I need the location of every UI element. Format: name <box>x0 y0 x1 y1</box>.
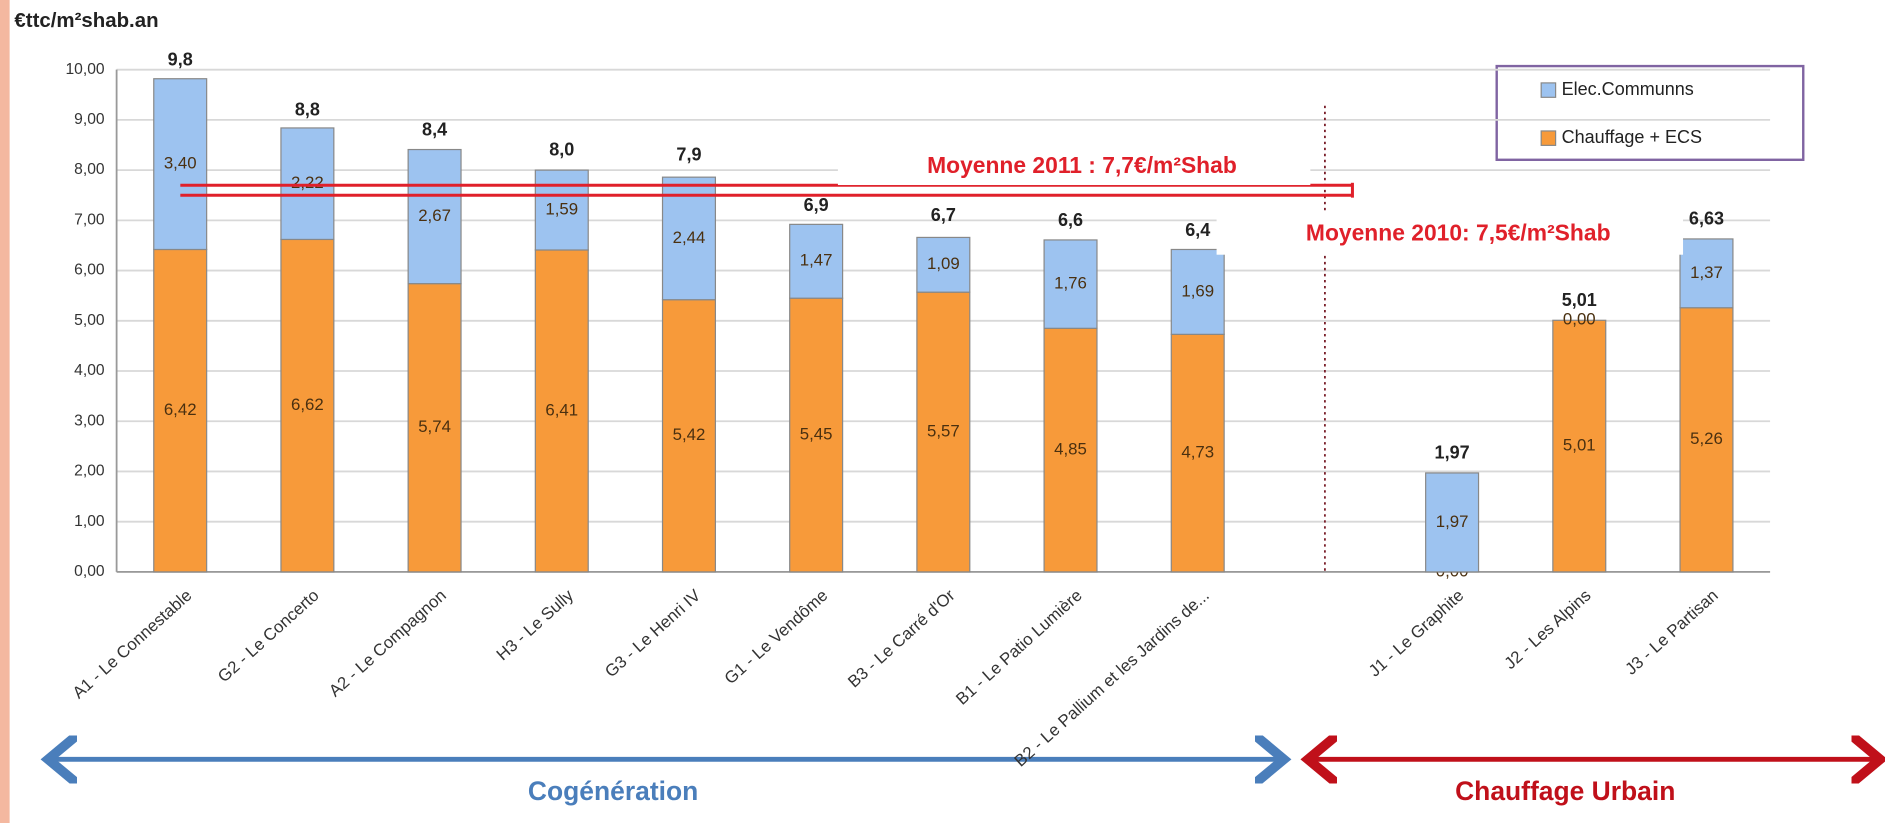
x-tick-label: J2 - Les Alpins <box>1501 586 1595 673</box>
total-label: 6,9 <box>804 195 829 215</box>
annotation-box <box>837 146 1311 186</box>
bar-segment <box>1043 239 1098 329</box>
bar-segment <box>661 176 717 301</box>
bar-segment <box>153 248 208 573</box>
value-label: 5,57 <box>927 421 960 440</box>
y-tick-label: 2,00 <box>74 463 105 480</box>
value-label: 2,67 <box>418 206 451 225</box>
total-label: 1,97 <box>1435 443 1470 463</box>
bar-segment <box>1170 248 1225 335</box>
total-label: 8,0 <box>549 140 574 160</box>
legend-label: Elec.Communns <box>1562 79 1694 99</box>
legend-swatch <box>1540 130 1557 146</box>
bar-segment <box>1552 319 1607 573</box>
x-tick-label: G2 - Le Concerto <box>214 586 323 686</box>
bar-segment <box>1425 472 1480 573</box>
x-tick-label: A1 - Le Connestable <box>69 586 196 703</box>
x-tick-label: A2 - Le Compagnon <box>325 586 450 701</box>
bar-segment <box>661 299 717 573</box>
annotation-box <box>1216 211 1684 255</box>
legend-label: Chauffage + ECS <box>1562 127 1702 147</box>
y-tick-label: 10,00 <box>66 61 105 78</box>
y-tick-label: 0,00 <box>74 563 105 580</box>
y-tick-label: 3,00 <box>74 412 105 429</box>
y-tick-label: 5,00 <box>74 312 105 329</box>
value-label: 1,76 <box>1054 274 1087 293</box>
x-tick-label: B1 - Le Patio Lumière <box>952 586 1086 709</box>
value-label: 5,42 <box>673 425 706 444</box>
value-label: 1,09 <box>927 254 960 273</box>
value-label: 1,37 <box>1690 263 1723 282</box>
total-label: 5,01 <box>1562 290 1597 310</box>
x-tick-label: G1 - Le Vendôme <box>721 586 832 688</box>
bar-segment <box>280 238 335 573</box>
value-label: 2,22 <box>291 173 324 192</box>
total-label: 6,63 <box>1689 208 1724 228</box>
bar-segment <box>407 283 462 573</box>
value-label: 5,01 <box>1563 436 1596 455</box>
y-tick-label: 6,00 <box>74 262 105 279</box>
y-tick-label: 4,00 <box>74 362 105 379</box>
bar-segment <box>1170 333 1225 573</box>
y-tick-label: 7,00 <box>74 211 105 228</box>
legend-swatch <box>1540 82 1557 98</box>
x-tick-label: J3 - Le Partisan <box>1621 586 1721 679</box>
value-label: 6,42 <box>164 400 197 419</box>
value-label: 3,40 <box>164 154 197 173</box>
total-label: 8,8 <box>295 99 320 119</box>
total-label: 8,4 <box>422 120 447 140</box>
bar-segment <box>789 297 844 573</box>
total-label: 6,4 <box>1185 220 1210 240</box>
bar-segment <box>153 78 208 251</box>
y-axis-label: €ttc/m²shab.an <box>14 10 158 32</box>
total-label: 9,8 <box>168 49 193 69</box>
annotation: Moyenne 2010: 7,5€/m²Shab <box>1306 219 1611 245</box>
value-label: 5,45 <box>800 424 833 443</box>
total-label: 6,6 <box>1058 210 1083 230</box>
group-label: Cogénération <box>528 776 698 806</box>
x-tick-label: J1 - Le Graphite <box>1365 586 1467 681</box>
bar-segment <box>1043 327 1098 573</box>
bar-segment <box>916 236 971 293</box>
value-label: 1,59 <box>545 199 578 218</box>
value-label: 5,26 <box>1690 429 1723 448</box>
bar-segment <box>1679 307 1734 573</box>
annotation: Moyenne 2011 : 7,7€/m²Shab <box>927 152 1237 178</box>
value-label: 1,69 <box>1181 281 1214 300</box>
bar-segment <box>916 291 971 573</box>
value-label: 4,85 <box>1054 440 1087 459</box>
bar-segment <box>1679 238 1734 309</box>
total-label: 6,7 <box>931 205 956 225</box>
value-label: 0,00 <box>1563 310 1596 329</box>
bar-segment <box>280 127 335 241</box>
x-tick-label: H3 - Le Sully <box>493 585 578 664</box>
value-label: 1,97 <box>1436 512 1469 531</box>
x-tick-label: G3 - Le Henri IV <box>601 585 705 681</box>
group-label: Chauffage Urbain <box>1455 776 1675 806</box>
value-label: 5,74 <box>418 417 451 436</box>
value-label: 4,73 <box>1181 443 1214 462</box>
total-label: 7,9 <box>676 145 701 165</box>
value-label: 2,44 <box>673 228 706 247</box>
bar-segment <box>534 249 589 573</box>
bar-segment <box>534 169 589 251</box>
y-tick-label: 9,00 <box>74 111 105 128</box>
y-tick-label: 8,00 <box>74 161 105 178</box>
side-strip <box>0 0 10 823</box>
x-tick-label: B3 - Le Carré d'Or <box>844 585 959 691</box>
bar-segment <box>789 223 844 299</box>
y-tick-label: 1,00 <box>74 513 105 530</box>
value-label: 6,62 <box>291 395 324 414</box>
value-label: 1,47 <box>800 251 833 270</box>
bar-segment <box>407 148 462 285</box>
value-label: 6,41 <box>545 400 578 419</box>
